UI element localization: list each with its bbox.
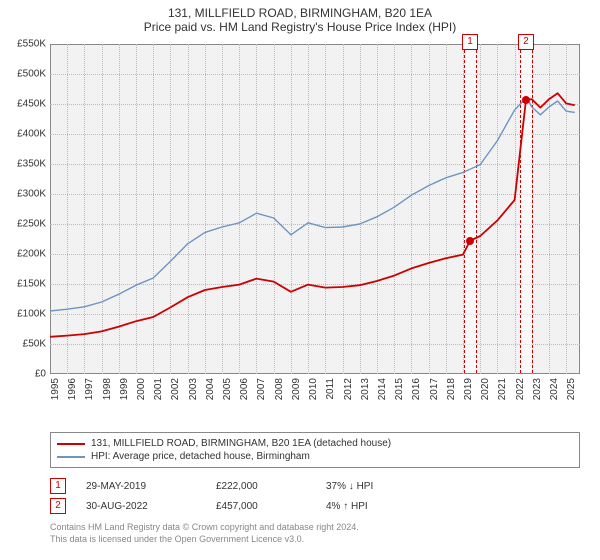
x-axis-tick-label: 2015 xyxy=(394,378,405,400)
x-axis-tick-label: 2024 xyxy=(549,378,560,400)
footer: Contains HM Land Registry data © Crown c… xyxy=(50,516,580,545)
y-axis-tick-label: £250K xyxy=(17,219,46,230)
x-axis-tick-label: 2021 xyxy=(497,378,508,400)
sale-marker-number: 2 xyxy=(518,34,534,50)
sale-record-date: 30-AUG-2022 xyxy=(86,501,196,512)
y-axis-tick-label: £100K xyxy=(17,309,46,320)
y-axis-tick-label: £400K xyxy=(17,129,46,140)
chart-title: 131, MILLFIELD ROAD, BIRMINGHAM, B20 1EA xyxy=(0,0,600,20)
legend-swatch xyxy=(57,443,85,445)
x-axis-tick-label: 2023 xyxy=(532,378,543,400)
x-axis-tick-label: 2019 xyxy=(463,378,474,400)
sale-record-delta: 4% ↑ HPI xyxy=(326,501,426,512)
legend-row: HPI: Average price, detached house, Birm… xyxy=(57,450,573,463)
x-axis-tick-label: 2025 xyxy=(566,378,577,400)
x-axis-tick-label: 2005 xyxy=(222,378,233,400)
series-line-hpi xyxy=(50,97,575,311)
x-axis-tick-label: 2007 xyxy=(256,378,267,400)
sale-record-delta: 37% ↓ HPI xyxy=(326,481,426,492)
x-axis-tick-label: 1996 xyxy=(67,378,78,400)
x-axis-tick-label: 2016 xyxy=(411,378,422,400)
x-axis-tick-label: 2018 xyxy=(446,378,457,400)
legend: 131, MILLFIELD ROAD, BIRMINGHAM, B20 1EA… xyxy=(50,432,580,545)
sale-record-price: £457,000 xyxy=(216,501,306,512)
x-axis-tick-label: 2008 xyxy=(274,378,285,400)
x-axis-tick-label: 2010 xyxy=(308,378,319,400)
y-axis-tick-label: £500K xyxy=(17,69,46,80)
x-axis-tick-label: 2002 xyxy=(170,378,181,400)
x-axis-tick-label: 1995 xyxy=(50,378,61,400)
y-axis-tick-label: £150K xyxy=(17,279,46,290)
line-chart-svg xyxy=(50,44,580,374)
sale-marker-number: 1 xyxy=(462,34,478,50)
footer-line-1: Contains HM Land Registry data © Crown c… xyxy=(50,522,580,534)
y-axis-tick-label: £450K xyxy=(17,99,46,110)
x-axis-tick-label: 2012 xyxy=(343,378,354,400)
y-axis-tick-label: £200K xyxy=(17,249,46,260)
x-axis-tick-label: 1997 xyxy=(84,378,95,400)
x-axis-tick-label: 2001 xyxy=(153,378,164,400)
series-line-property xyxy=(50,93,575,337)
sale-record-row: 1 29-MAY-2019 £222,000 37% ↓ HPI xyxy=(50,476,580,496)
x-axis-tick-label: 2020 xyxy=(480,378,491,400)
x-axis-tick-label: 2004 xyxy=(205,378,216,400)
x-axis-tick-label: 2000 xyxy=(136,378,147,400)
sale-point-marker xyxy=(522,96,530,104)
legend-series-box: 131, MILLFIELD ROAD, BIRMINGHAM, B20 1EA… xyxy=(50,432,580,468)
x-axis-tick-label: 1999 xyxy=(119,378,130,400)
sale-record-date: 29-MAY-2019 xyxy=(86,481,196,492)
y-axis-tick-label: £50K xyxy=(23,339,46,350)
y-axis-tick-label: £300K xyxy=(17,189,46,200)
x-axis-tick-label: 2006 xyxy=(239,378,250,400)
legend-swatch xyxy=(57,456,85,458)
footer-line-2: This data is licensed under the Open Gov… xyxy=(50,534,580,546)
y-axis-tick-label: £0 xyxy=(35,369,46,380)
chart-area: 12 £0£50K£100K£150K£200K£250K£300K£350K£… xyxy=(50,44,580,394)
legend-label: 131, MILLFIELD ROAD, BIRMINGHAM, B20 1EA… xyxy=(91,438,391,449)
x-axis-tick-label: 2011 xyxy=(325,378,336,400)
x-axis-tick-label: 2009 xyxy=(291,378,302,400)
sale-record-row: 2 30-AUG-2022 £457,000 4% ↑ HPI xyxy=(50,496,580,516)
x-axis-tick-label: 2003 xyxy=(188,378,199,400)
x-axis-tick-label: 2022 xyxy=(515,378,526,400)
legend-row: 131, MILLFIELD ROAD, BIRMINGHAM, B20 1EA… xyxy=(57,437,573,450)
sale-record-price: £222,000 xyxy=(216,481,306,492)
x-axis-tick-label: 2014 xyxy=(377,378,388,400)
sale-record-number: 2 xyxy=(50,498,66,514)
y-axis-tick-label: £550K xyxy=(17,39,46,50)
chart-subtitle: Price paid vs. HM Land Registry's House … xyxy=(0,20,600,38)
y-axis-tick-label: £350K xyxy=(17,159,46,170)
sale-point-marker xyxy=(466,237,474,245)
sale-record-number: 1 xyxy=(50,478,66,494)
x-axis-tick-label: 1998 xyxy=(102,378,113,400)
x-axis-tick-label: 2017 xyxy=(429,378,440,400)
legend-label: HPI: Average price, detached house, Birm… xyxy=(91,451,310,462)
x-axis-tick-label: 2013 xyxy=(360,378,371,400)
